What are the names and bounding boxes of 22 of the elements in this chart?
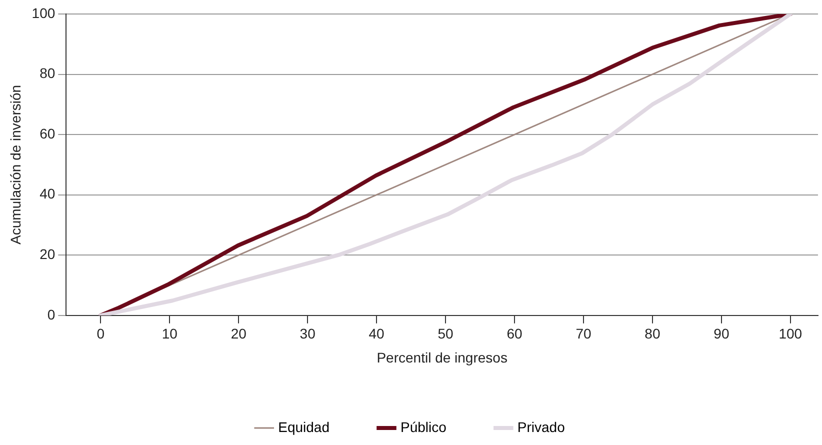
y-tick-label: 100 <box>32 4 56 21</box>
x-tick-label: 20 <box>230 326 247 342</box>
y-tick-label: 0 <box>47 306 56 322</box>
x-tick-label: 30 <box>300 326 316 342</box>
legend-label: Público <box>400 418 447 435</box>
legend-label: Equidad <box>278 418 330 435</box>
y-tick-label: 80 <box>40 65 56 82</box>
x-tick-label: 10 <box>162 326 178 342</box>
y-tick-label: 60 <box>40 125 56 142</box>
x-tick-label: 90 <box>714 326 730 342</box>
x-tick-label: 60 <box>506 326 522 342</box>
x-tick-label: 80 <box>644 326 660 342</box>
y-axis-title: Acumulación de inversión <box>7 84 24 244</box>
y-tick-label: 40 <box>40 186 56 202</box>
x-tick-label: 70 <box>576 326 592 342</box>
legend-label: Privado <box>517 418 566 435</box>
y-tick-label: 20 <box>40 246 56 262</box>
x-axis-title: Percentil de ingresos <box>376 349 508 366</box>
x-tick-label: 50 <box>438 326 454 342</box>
x-tick-label: 40 <box>368 326 385 342</box>
x-tick-label: 0 <box>96 326 105 342</box>
x-tick-label: 100 <box>778 326 802 342</box>
